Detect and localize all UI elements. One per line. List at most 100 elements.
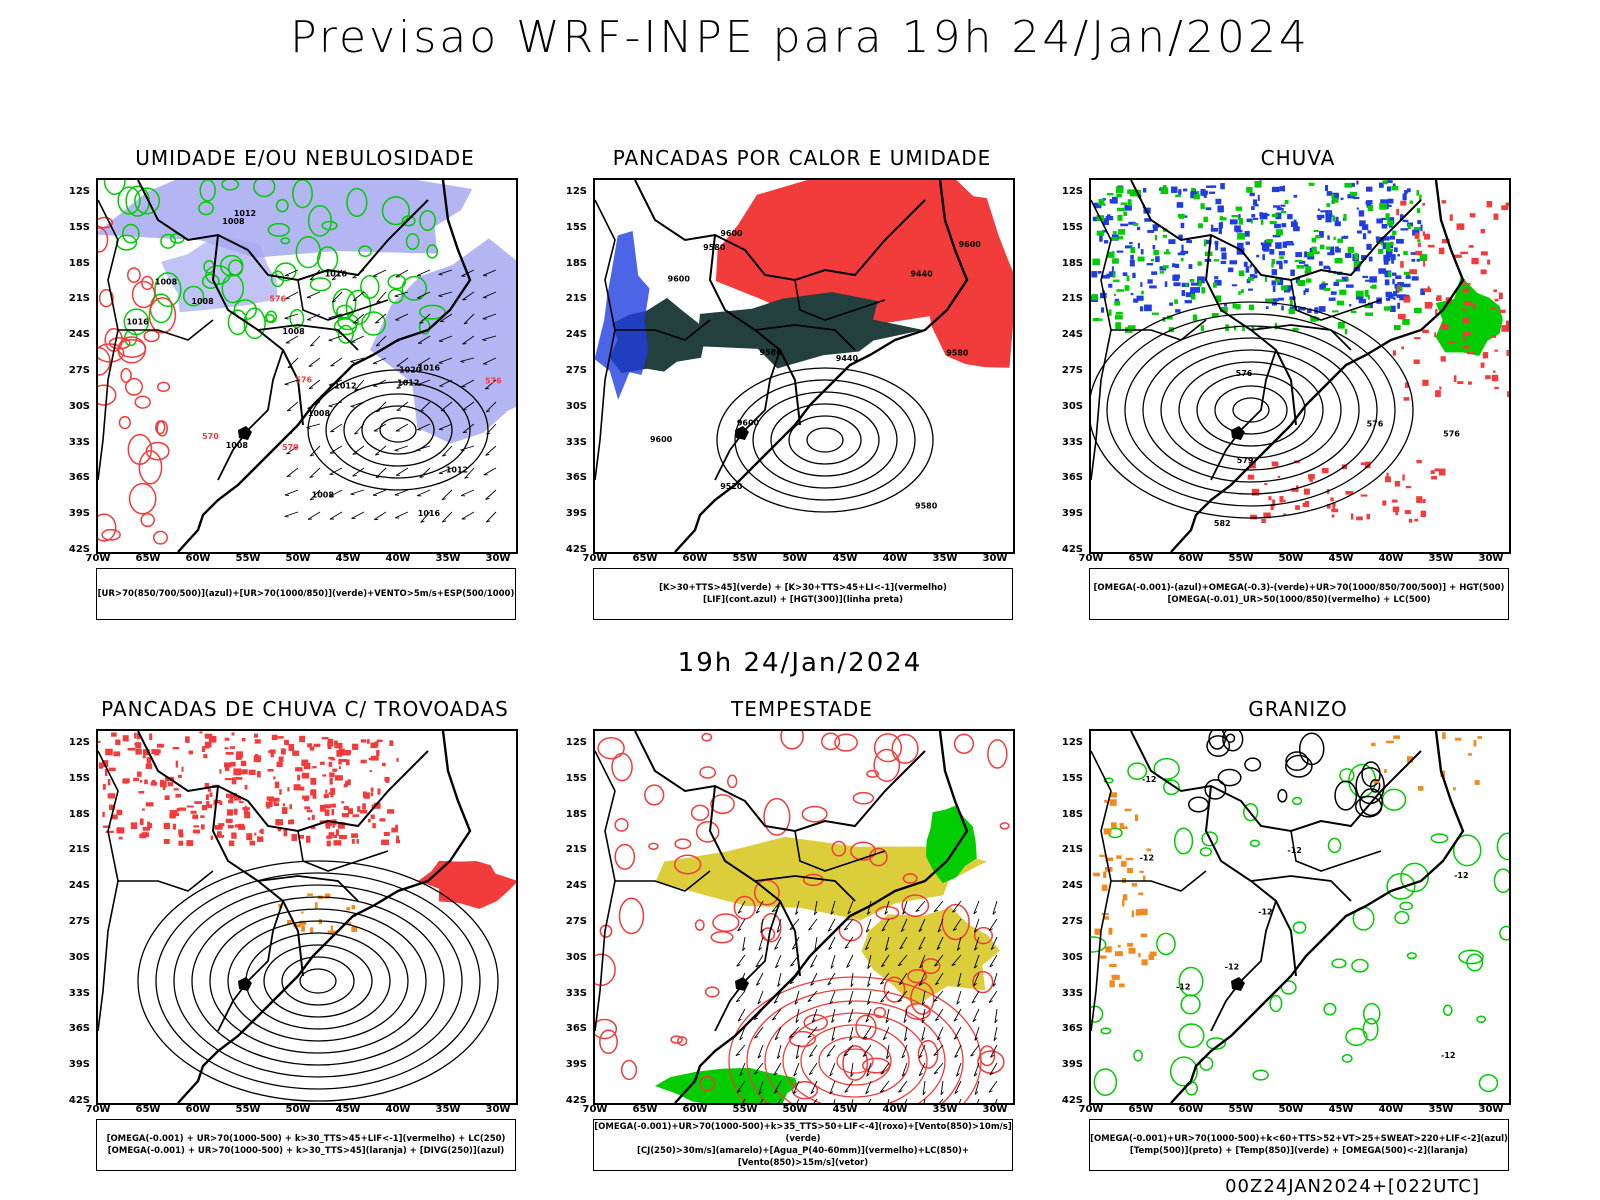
omega-500-orange bbox=[1371, 732, 1483, 791]
humidity-upper-level bbox=[161, 238, 278, 313]
contour-label: 576 bbox=[269, 295, 286, 304]
lat-tick-label: 21S bbox=[565, 844, 587, 856]
contour-label: 576 bbox=[485, 376, 502, 385]
lat-tick-label: 36S bbox=[1061, 1023, 1083, 1035]
panel-3-title: CHUVA bbox=[1260, 146, 1336, 170]
lat-tick-label: 42S bbox=[565, 544, 587, 555]
contour-label: -12 bbox=[1176, 982, 1190, 991]
contour-label: -12 bbox=[1258, 907, 1272, 916]
lon-tick-label: 65W bbox=[135, 1104, 161, 1115]
lat-tick-label: 15S bbox=[565, 772, 587, 784]
panel-4-legend: [OMEGA(-0.001) + UR>70(1000-500) + k>30_… bbox=[96, 1119, 516, 1171]
lat-tick-label: 15S bbox=[1061, 772, 1083, 784]
lon-tick-label: 60W bbox=[185, 1104, 211, 1115]
contour-label: 576 bbox=[1443, 429, 1460, 438]
legend-line: [CJ(250)>30m/s](amarelo)+[Agua_P(40-60mm… bbox=[636, 1146, 970, 1168]
lat-tick-label: 24S bbox=[1061, 329, 1083, 341]
lat-tick-label: 21S bbox=[565, 293, 587, 305]
humidity-upper-level bbox=[369, 238, 516, 444]
lon-tick-label: 30W bbox=[982, 1104, 1008, 1115]
lon-tick-label: 35W bbox=[1428, 1104, 1454, 1115]
lat-tick-label: 24S bbox=[565, 329, 587, 341]
panel-2-legend: [K>30+TTS>45](verde) + [K>30+TTS>45+LI<-… bbox=[593, 568, 1013, 620]
lon-tick-label: 30W bbox=[982, 553, 1008, 564]
lat-tick-label: 33S bbox=[565, 436, 587, 448]
lon-tick-label: 70W bbox=[582, 553, 608, 564]
lon-tick-label: 55W bbox=[235, 553, 261, 564]
lat-tick-label: 15S bbox=[68, 772, 90, 784]
precipitable-water-red bbox=[595, 731, 1010, 1100]
contour-label: -12 bbox=[1441, 1051, 1455, 1060]
lon-tick-label: 65W bbox=[1128, 553, 1154, 564]
rain-red bbox=[1392, 200, 1509, 401]
lat-tick-label: 21S bbox=[68, 293, 90, 305]
lat-tick-label: 27S bbox=[68, 365, 90, 376]
lat-tick-label: 36S bbox=[565, 1023, 587, 1035]
lat-tick-label: 30S bbox=[565, 400, 587, 412]
lat-tick-label: 27S bbox=[565, 916, 587, 927]
contour-label: 1016 bbox=[126, 318, 149, 327]
lat-tick-label: 15S bbox=[565, 221, 587, 233]
lat-tick-label: 36S bbox=[68, 472, 90, 484]
lat-tick-label: 15S bbox=[68, 221, 90, 233]
thunderstorm-red bbox=[418, 860, 516, 909]
contour-label: 9580 bbox=[760, 348, 783, 357]
geopotential-height-300 bbox=[716, 367, 934, 513]
lat-tick-label: 21S bbox=[1061, 293, 1083, 305]
contour-label: 1016 bbox=[418, 509, 441, 518]
lon-tick-label: 35W bbox=[435, 1104, 461, 1115]
lon-tick-label: 65W bbox=[632, 1104, 658, 1115]
lat-tick-label: 30S bbox=[68, 951, 90, 963]
lon-tick-label: 60W bbox=[682, 553, 708, 564]
lon-tick-label: 60W bbox=[682, 1104, 708, 1115]
contour-label: 576 bbox=[295, 376, 312, 385]
lat-tick-label: 18S bbox=[68, 257, 90, 269]
lon-tick-label: 50W bbox=[782, 553, 808, 564]
contour-label: -12 bbox=[1225, 962, 1239, 971]
lat-tick-label: 39S bbox=[1061, 1059, 1083, 1071]
lon-tick-label: 70W bbox=[85, 553, 111, 564]
lat-tick-label: 12S bbox=[68, 737, 90, 748]
page-title: Previsao WRF-INPE para 19h 24/Jan/2024 bbox=[290, 12, 1310, 63]
lat-tick-label: 33S bbox=[1061, 987, 1083, 999]
lon-tick-label: 30W bbox=[485, 1104, 511, 1115]
wind-850-green bbox=[654, 1067, 798, 1103]
lat-tick-label: 42S bbox=[565, 1095, 587, 1106]
humidity-low-level-contours bbox=[103, 180, 446, 347]
contour-label: 9600 bbox=[668, 275, 691, 284]
lat-tick-label: 33S bbox=[68, 436, 90, 448]
instability-green bbox=[698, 292, 924, 369]
lat-tick-label: 24S bbox=[68, 880, 90, 892]
panel-6-legend: [OMEGA(-0.001)+UR>70(1000-500)+k<60+TTS>… bbox=[1089, 1119, 1509, 1171]
contour-label: 1008 bbox=[155, 278, 178, 287]
lon-tick-label: 30W bbox=[485, 553, 511, 564]
lat-tick-label: 33S bbox=[565, 987, 587, 999]
contour-label: 9580 bbox=[946, 349, 969, 358]
panel-2-title: PANCADAS POR CALOR E UMIDADE bbox=[612, 146, 992, 170]
lat-tick-label: 21S bbox=[68, 844, 90, 856]
contour-label: 9600 bbox=[650, 435, 673, 444]
south-america-coastline bbox=[1091, 731, 1465, 1103]
lon-tick-label: 55W bbox=[1228, 553, 1254, 564]
contour-label: 9580 bbox=[915, 502, 938, 511]
lat-tick-label: 36S bbox=[68, 1023, 90, 1035]
lon-tick-label: 40W bbox=[385, 553, 411, 564]
contour-label: 1008 bbox=[308, 409, 331, 418]
wind-850-vectors bbox=[735, 900, 998, 1103]
lat-tick-label: 30S bbox=[1061, 951, 1083, 963]
model-run-stamp: 00Z24JAN2024+[022UTC] bbox=[1225, 1176, 1480, 1197]
contour-label: 9600 bbox=[737, 418, 760, 427]
legend-line: [OMEGA(-0.001) + UR>70(1000-500) + k>30_… bbox=[107, 1146, 505, 1156]
lat-tick-label: 24S bbox=[68, 329, 90, 341]
omega-500-orange bbox=[1093, 792, 1157, 988]
lon-tick-label: 45W bbox=[1328, 553, 1354, 564]
lon-tick-label: 35W bbox=[932, 553, 958, 564]
lon-tick-label: 70W bbox=[85, 1104, 111, 1115]
height-500 bbox=[1091, 301, 1414, 519]
panel-2-map: 9580 9580 9580 9580 9600 9600 9440 9520 9600 9600… bbox=[593, 178, 1015, 554]
lat-tick-label: 12S bbox=[1061, 186, 1083, 197]
panel-5-map bbox=[593, 729, 1015, 1105]
contour-label: -12 bbox=[1454, 871, 1468, 880]
legend-line: [OMEGA(-0.001)+UR>70(1000-500)+k<60+TTS>… bbox=[1090, 1134, 1508, 1144]
lat-tick-label: 36S bbox=[565, 472, 587, 484]
